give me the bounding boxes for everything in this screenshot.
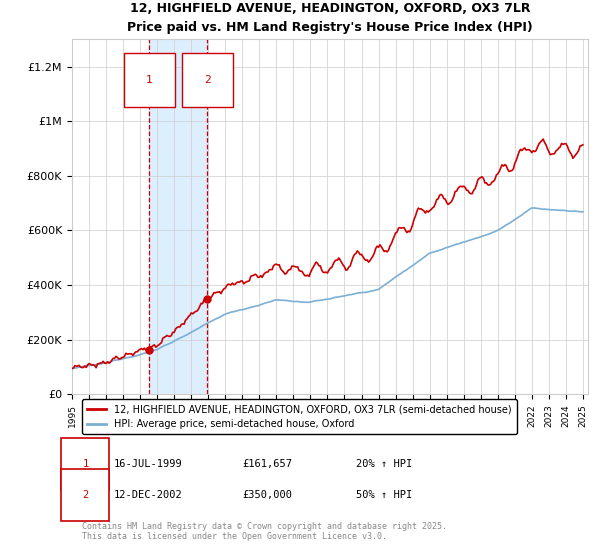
Bar	[149, 39, 208, 394]
Text: Contains HM Land Registry data © Crown copyright and database right 2025.
This d: Contains HM Land Registry data © Crown c…	[82, 522, 448, 541]
Title: 12, HIGHFIELD AVENUE, HEADINGTON, OXFORD, OX3 7LR
Price paid vs. HM Land Registr: 12, HIGHFIELD AVENUE, HEADINGTON, OXFORD…	[127, 2, 533, 34]
Text: 2: 2	[82, 490, 89, 500]
Text: 16-JUL-1999: 16-JUL-1999	[113, 459, 182, 469]
Legend: 12, HIGHFIELD AVENUE, HEADINGTON, OXFORD, OX3 7LR (semi-detached house), HPI: Av: 12, HIGHFIELD AVENUE, HEADINGTON, OXFORD…	[82, 399, 517, 434]
Text: 1: 1	[82, 459, 89, 469]
Text: 20% ↑ HPI: 20% ↑ HPI	[356, 459, 412, 469]
Text: 50% ↑ HPI: 50% ↑ HPI	[356, 490, 412, 500]
Text: 2: 2	[204, 75, 211, 85]
Text: 12-DEC-2002: 12-DEC-2002	[113, 490, 182, 500]
Text: 1: 1	[146, 75, 152, 85]
Text: £161,657: £161,657	[242, 459, 292, 469]
Text: £350,000: £350,000	[242, 490, 292, 500]
